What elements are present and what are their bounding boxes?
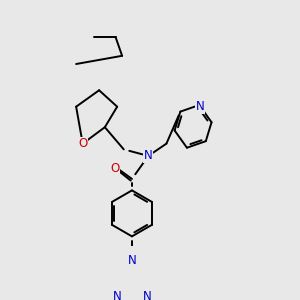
Text: O: O [110, 162, 119, 175]
Text: O: O [78, 137, 87, 150]
Text: N: N [128, 254, 136, 267]
Text: N: N [142, 290, 151, 300]
Text: N: N [196, 100, 204, 113]
Text: N: N [144, 149, 153, 162]
Text: N: N [113, 290, 122, 300]
